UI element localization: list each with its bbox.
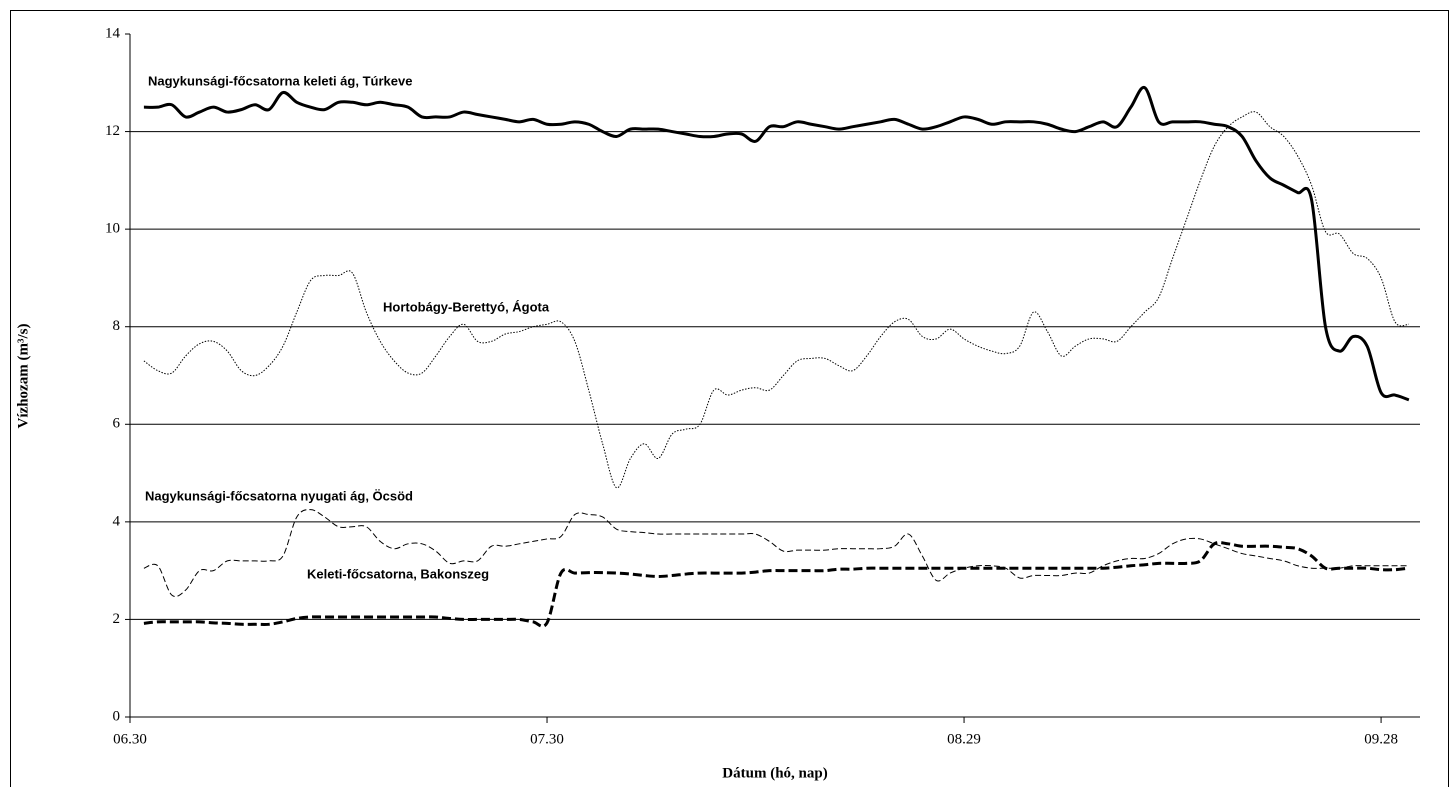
series-label: Keleti-főcsatorna, Bakonszeg — [307, 566, 489, 581]
y-tick-label: 0 — [113, 708, 121, 724]
x-tick-label: 09.28 — [1364, 731, 1398, 747]
y-tick-label: 6 — [113, 416, 121, 432]
y-tick-label: 12 — [105, 123, 120, 139]
series-line — [143, 86, 1410, 402]
x-axis-title: Dátum (hó, nap) — [722, 765, 827, 781]
y-tick-label: 14 — [105, 25, 121, 41]
y-axis-title: Vízhozam (m³/s) — [15, 324, 31, 429]
y-tick-label: 8 — [113, 318, 121, 334]
x-tick-label: 06.30 — [113, 731, 147, 747]
y-tick-label: 10 — [105, 221, 120, 237]
series-line — [143, 540, 1410, 628]
chart-frame — [10, 10, 1449, 792]
y-tick-label: 4 — [113, 513, 121, 529]
y-tick-label: 2 — [113, 611, 121, 627]
x-tick-label: 08.29 — [947, 731, 981, 747]
series-label: Hortobágy-Berettyó, Ágota — [383, 299, 550, 314]
x-tick-label: 07.30 — [530, 731, 564, 747]
series-line — [143, 509, 1409, 598]
series-label: Nagykunsági-főcsatorna keleti ág, Túrkev… — [148, 73, 412, 88]
series-line — [143, 111, 1409, 489]
series-label: Nagykunsági-főcsatorna nyugati ág, Öcsöd — [145, 488, 413, 503]
